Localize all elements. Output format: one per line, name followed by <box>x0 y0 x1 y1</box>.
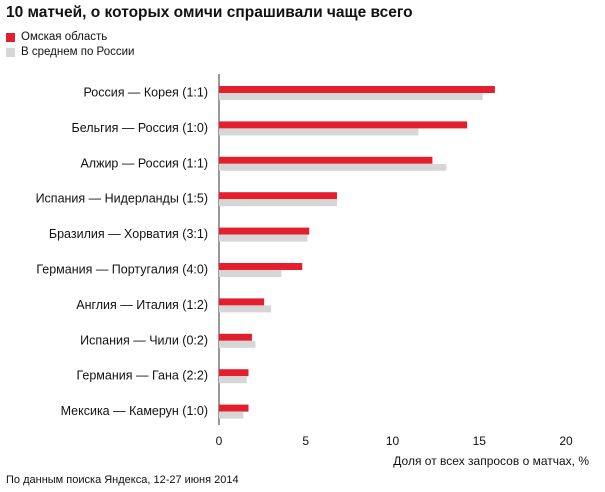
bar-russia <box>219 376 247 384</box>
bar-omsk <box>219 369 249 377</box>
bar-omsk <box>219 121 468 129</box>
bar-omsk <box>219 86 495 93</box>
legend-swatch-omsk <box>6 33 15 42</box>
chart-title: 10 матчей, о которых омичи спрашивали ча… <box>6 4 413 21</box>
bar-russia <box>219 199 337 207</box>
legend-item-russia: В среднем по России <box>6 45 134 60</box>
legend-label-omsk: Омская область <box>21 31 108 43</box>
x-tick-label: 5 <box>302 434 309 448</box>
x-tick-label: 15 <box>473 434 487 448</box>
bar-omsk <box>219 156 433 164</box>
bar-russia <box>219 270 282 277</box>
category-label: Мексика — Камерун (1:0) <box>61 404 208 418</box>
bar-omsk <box>219 227 310 235</box>
bar-russia <box>219 128 419 136</box>
bar-omsk <box>219 404 249 412</box>
category-label: Англия — Италия (1:2) <box>76 298 208 312</box>
legend-swatch-russia <box>6 48 15 57</box>
bar-russia <box>219 305 272 313</box>
bar-omsk <box>219 298 265 306</box>
x-tick-label: 10 <box>386 434 400 448</box>
category-label: Россия — Корея (1:1) <box>83 86 208 100</box>
category-label: Испания — Нидерланды (1:5) <box>36 192 208 206</box>
category-label: Германия — Гана (2:2) <box>76 369 208 383</box>
bar-russia <box>219 411 244 419</box>
bar-omsk <box>219 333 252 341</box>
source-note: По данным поиска Яндекса, 12-27 июня 201… <box>6 474 239 486</box>
category-label: Алжир — Россия (1:1) <box>80 156 208 170</box>
bar-russia <box>219 234 308 242</box>
category-label: Бельгия — Россия (1:0) <box>72 121 208 135</box>
bar-russia <box>219 93 483 100</box>
legend-label-russia: В среднем по России <box>21 46 135 58</box>
legend-item-omsk: Омская область <box>6 30 134 45</box>
bar-russia <box>219 163 447 171</box>
category-label: Бразилия — Хорватия (3:1) <box>49 227 208 241</box>
legend: Омская область В среднем по России <box>6 30 134 60</box>
bar-russia <box>219 340 256 348</box>
bar-omsk <box>219 192 337 200</box>
category-label: Испания — Чили (0:2) <box>80 333 208 347</box>
x-tick-label: 0 <box>216 434 223 448</box>
x-axis-label: Доля от всех запросов о матчах, % <box>393 454 589 468</box>
x-tick-label: 20 <box>559 434 573 448</box>
category-label: Германия — Португалия (4:0) <box>36 263 208 277</box>
bar-omsk <box>219 263 303 270</box>
